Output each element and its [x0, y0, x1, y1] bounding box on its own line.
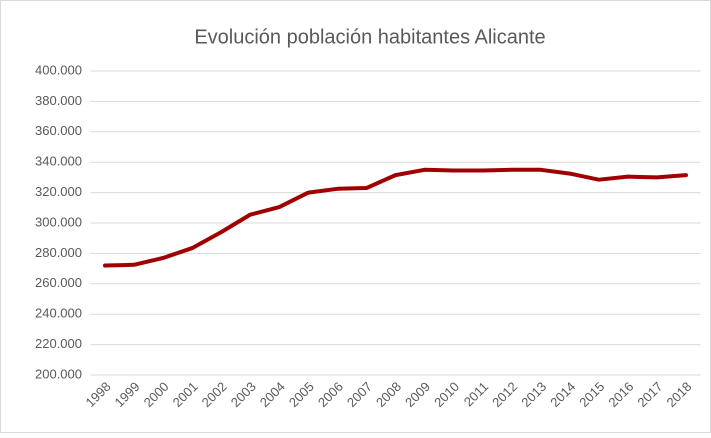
- y-tick-label: 380.000: [35, 93, 82, 108]
- y-tick-label: 220.000: [35, 336, 82, 351]
- y-tick-label: 340.000: [35, 154, 82, 169]
- y-tick-label: 300.000: [35, 214, 82, 229]
- y-tick-label: 320.000: [35, 184, 82, 199]
- y-tick-label: 400.000: [35, 62, 82, 77]
- y-tick-label: 200.000: [35, 366, 82, 381]
- y-tick-label: 280.000: [35, 245, 82, 260]
- y-tick-label: 360.000: [35, 123, 82, 138]
- line: [103, 167, 688, 268]
- y-tick-label: 260.000: [35, 275, 82, 290]
- y-tick-label: 240.000: [35, 306, 82, 321]
- chart-title: Evolución población habitantes Alicante: [194, 26, 545, 48]
